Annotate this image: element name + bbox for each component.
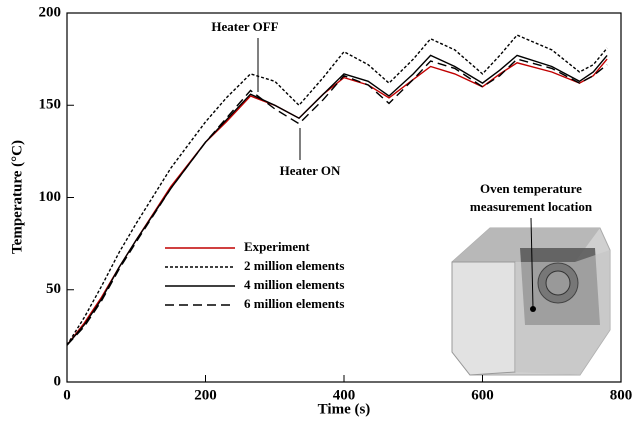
- legend-label: 4 million elements: [244, 277, 344, 292]
- x-tick-label: 600: [471, 387, 494, 403]
- x-axis-label: Time (s): [318, 401, 371, 417]
- annotation: Heater OFF: [211, 19, 278, 34]
- legend-label: Experiment: [244, 239, 310, 254]
- legend-label: 2 million elements: [244, 258, 344, 273]
- annotation: measurement location: [470, 199, 593, 214]
- y-tick-label: 200: [39, 4, 62, 20]
- annotation: Oven temperature: [480, 181, 582, 196]
- annotation: Heater ON: [280, 163, 341, 178]
- y-axis-label: Temperature (°C): [9, 140, 25, 254]
- x-tick-label: 400: [333, 387, 356, 403]
- y-tick-label: 50: [46, 281, 61, 297]
- y-tick-label: 100: [39, 189, 62, 205]
- x-tick-label: 0: [63, 387, 71, 403]
- legend-label: 6 million elements: [244, 296, 344, 311]
- oven-illustration: [452, 218, 610, 375]
- y-tick-label: 150: [39, 97, 62, 113]
- x-tick-label: 800: [610, 387, 633, 403]
- chart: Heater OFF Heater ON Oven temperature me…: [0, 0, 637, 426]
- y-tick-label: 0: [54, 373, 62, 389]
- x-tick-label: 200: [194, 387, 217, 403]
